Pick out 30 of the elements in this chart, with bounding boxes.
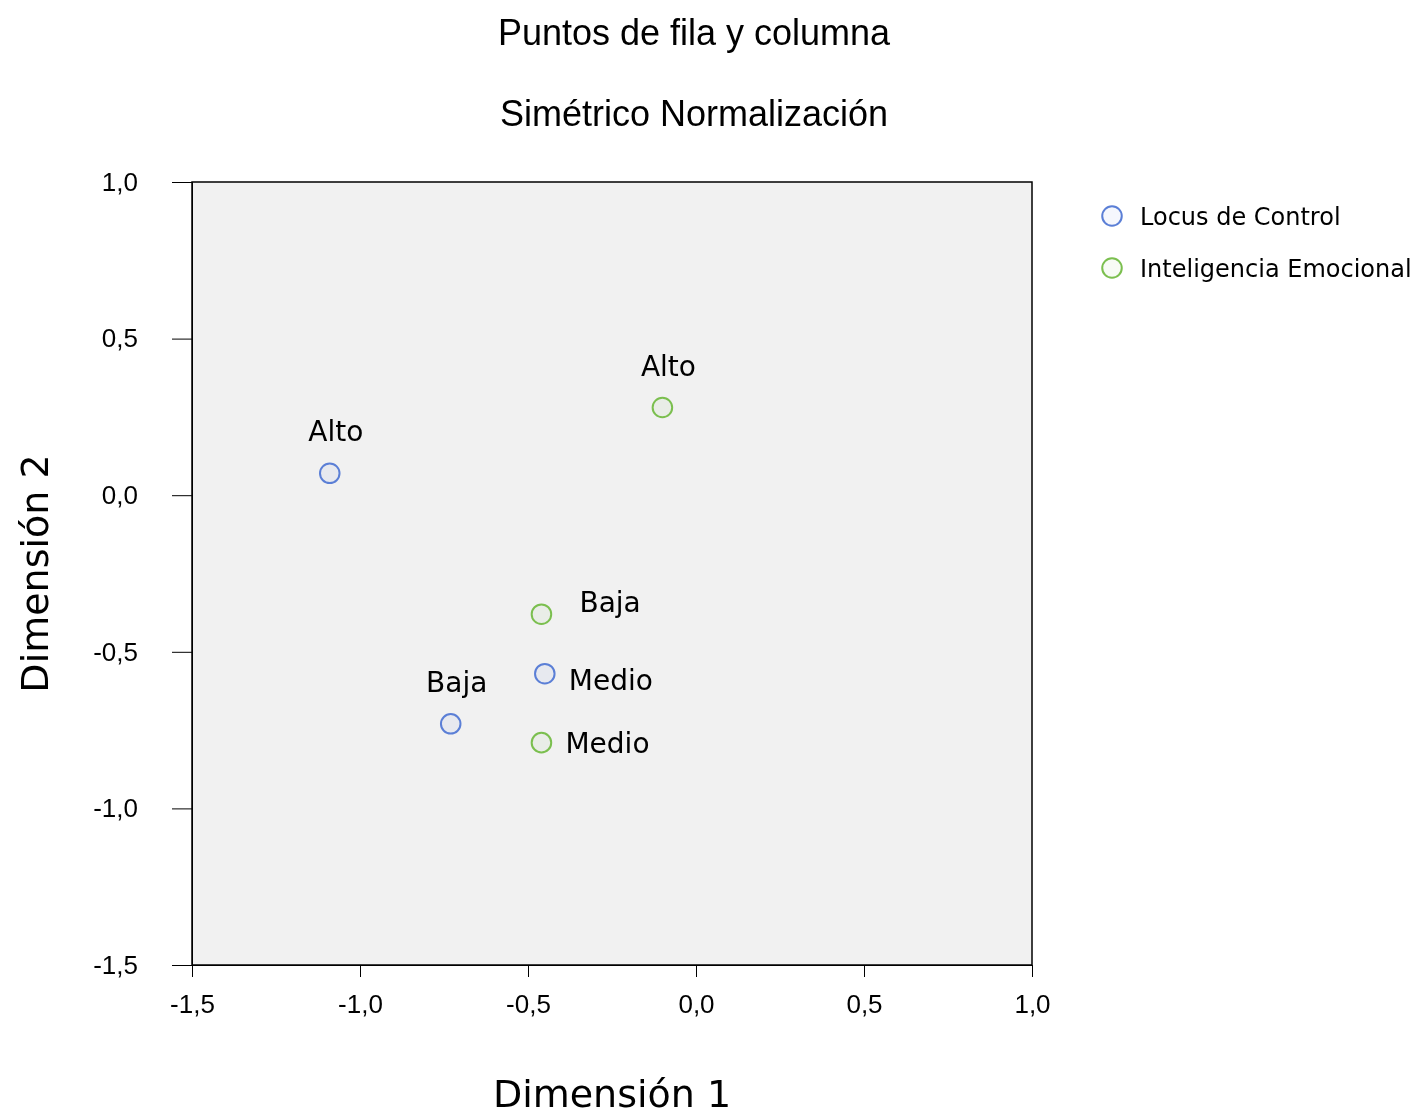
- x-tick-label: 0,0: [678, 989, 715, 1020]
- y-tick-label: 0,5: [101, 323, 138, 354]
- x-tick-label: 0,5: [846, 989, 883, 1020]
- point: [530, 731, 553, 754]
- point: [530, 603, 553, 625]
- annotation: Alto: [640, 349, 696, 383]
- point: [439, 713, 462, 735]
- chart-subtitle: Simétrico Normalización: [499, 93, 889, 134]
- annotation: Medio: [565, 726, 650, 760]
- y-tick-label: 0,0: [101, 480, 138, 511]
- chart-title: Puntos de fila y columna: [497, 12, 892, 53]
- x-axis-title: Dimensión 1: [492, 1072, 732, 1116]
- x-tick-label: 1,0: [1014, 989, 1051, 1020]
- point: [534, 662, 556, 685]
- annotation: Medio: [568, 663, 653, 697]
- annotation: Baja: [426, 665, 488, 699]
- y-tick-label: -0,5: [93, 636, 138, 667]
- y-tick-label: -1,5: [93, 949, 138, 980]
- y-axis-title: Dimensión 2: [13, 454, 57, 693]
- y-tick-label: 1,0: [101, 166, 138, 197]
- x-tick-label: -1,5: [170, 989, 215, 1020]
- legend-label: Inteligencia Emocional: [1140, 255, 1412, 283]
- annotation: Alto: [308, 415, 364, 449]
- annotation: Baja: [579, 586, 641, 620]
- x-tick-label: -0,5: [506, 989, 551, 1020]
- x-tick-label: -1,0: [338, 989, 383, 1020]
- point: [318, 462, 341, 485]
- point: [651, 396, 674, 419]
- legend-label: Locus de Control: [1140, 203, 1341, 231]
- y-tick-label: -1,0: [93, 793, 138, 824]
